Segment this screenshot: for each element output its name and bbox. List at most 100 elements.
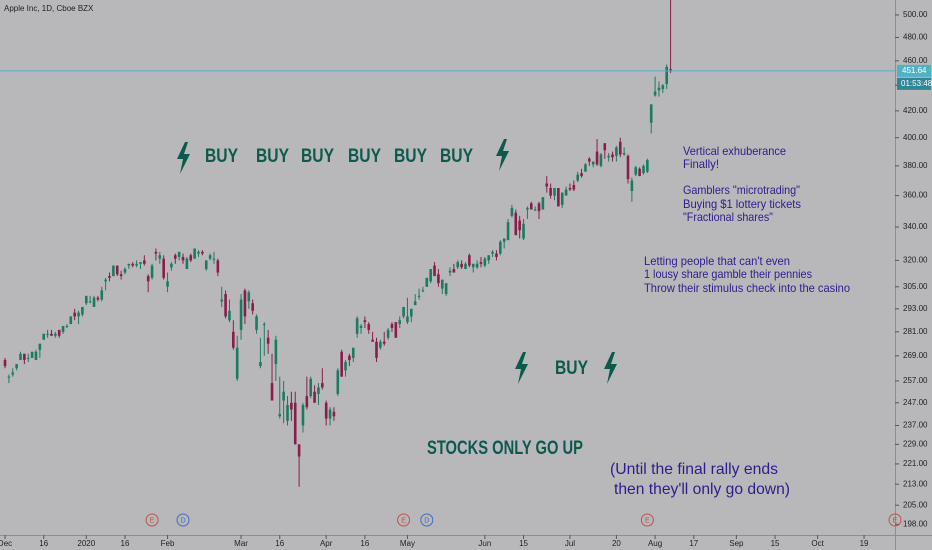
annotation: Finally! [683, 157, 719, 171]
candle-body [286, 404, 289, 421]
lightning-icon [515, 352, 528, 384]
candle-body [452, 269, 456, 273]
candle-body [371, 339, 374, 342]
x-tick-label: 16 [39, 539, 48, 548]
candle-body [324, 402, 328, 419]
candle-body [615, 147, 618, 156]
candle-body [642, 165, 645, 174]
candle-body [375, 341, 378, 358]
event-label: E [401, 517, 406, 524]
x-tick-label: Dec [0, 539, 12, 548]
candle-body [638, 168, 641, 177]
candle-body [646, 160, 649, 172]
candle-body [657, 87, 661, 91]
chart-title: Apple Inc, 1D, Cboe BZX [4, 4, 94, 13]
event-label: E [645, 517, 650, 524]
candle-body [100, 290, 104, 300]
x-tick-label: Aug [648, 539, 662, 548]
candle-body [348, 355, 351, 360]
candle-body [139, 262, 142, 264]
annotation: BUY [301, 146, 334, 167]
x-tick-label: Jul [565, 539, 575, 548]
y-tick-label: 205.00 [903, 500, 928, 509]
candle-body [491, 251, 494, 254]
candle-body [499, 241, 502, 254]
candle-body [301, 404, 305, 426]
candle-body [344, 362, 347, 371]
candle-body [576, 174, 580, 181]
candle-body [618, 141, 622, 155]
candle-body [131, 263, 135, 266]
price-label: 451.64 [902, 66, 927, 75]
candle-body [390, 324, 394, 328]
y-tick-label: 229.00 [903, 439, 928, 448]
candle-body [425, 277, 429, 287]
y-tick-label: 320.00 [903, 255, 928, 264]
candle-body [81, 306, 84, 315]
candle-body [150, 265, 154, 278]
candle-body [177, 251, 181, 257]
candle-body [239, 299, 243, 330]
candle-body [282, 391, 285, 401]
candle-body [228, 310, 231, 321]
event-label: E [150, 517, 155, 524]
y-tick-label: 460.00 [903, 56, 928, 65]
candle-body [351, 347, 355, 358]
candle-body [653, 91, 657, 96]
candle-body [135, 263, 138, 266]
event-label: D [180, 517, 185, 524]
candle-body [355, 318, 359, 334]
y-tick-label: 269.00 [903, 351, 928, 360]
candle-body [212, 258, 216, 260]
annotation: Throw their stimulus check into the casi… [644, 281, 850, 295]
annotation: BUY [348, 146, 381, 167]
lightning-icon [177, 142, 190, 174]
candle-body [309, 378, 313, 397]
annotation: Vertical exhuberance [683, 144, 786, 158]
candle-body [19, 353, 22, 360]
candle-body [572, 185, 576, 190]
candle-body [410, 308, 413, 317]
x-tick-label: 19 [860, 539, 869, 548]
candle-body [73, 312, 76, 317]
candle-body [208, 255, 212, 259]
candle-body [526, 207, 529, 210]
annotation: 1 lousy share gamble their pennies [644, 267, 812, 281]
countdown-label: 01:53:48 [901, 79, 932, 88]
candle-body [255, 316, 258, 330]
candle-body [440, 279, 444, 289]
candle-body [189, 255, 193, 261]
candle-body [522, 223, 525, 239]
annotation: BUY [256, 146, 289, 167]
y-tick-label: 420.00 [903, 106, 928, 115]
x-tick-label: Apr [320, 539, 333, 548]
candle-body [382, 341, 386, 344]
candle-body [479, 262, 483, 264]
countdown-box [897, 77, 931, 90]
event-marker [640, 513, 654, 527]
y-tick-label: 221.00 [903, 459, 928, 468]
event-marker [176, 513, 190, 527]
x-tick-label: May [400, 539, 415, 548]
x-tick-label: Sep [729, 539, 744, 548]
x-tick-label: 16 [275, 539, 284, 548]
candle-body [363, 320, 367, 323]
candle-body [15, 364, 18, 369]
candle-body [510, 207, 514, 216]
candle-body [216, 260, 220, 273]
plot-area [0, 0, 895, 487]
candle-body [274, 339, 278, 365]
y-tick-label: 360.00 [903, 191, 928, 200]
candle-body [146, 276, 150, 282]
annotation: BUY [555, 358, 588, 379]
y-tick-label: 293.00 [903, 304, 928, 313]
y-tick-label: 480.00 [903, 33, 928, 42]
candle-body [584, 164, 587, 172]
candle-body [23, 353, 26, 360]
x-tick-label: Oct [811, 539, 824, 548]
candle-body [437, 274, 440, 284]
candle-body [77, 312, 80, 317]
candle-body [379, 341, 382, 348]
candle-body [626, 155, 630, 180]
candle-body [564, 189, 568, 196]
